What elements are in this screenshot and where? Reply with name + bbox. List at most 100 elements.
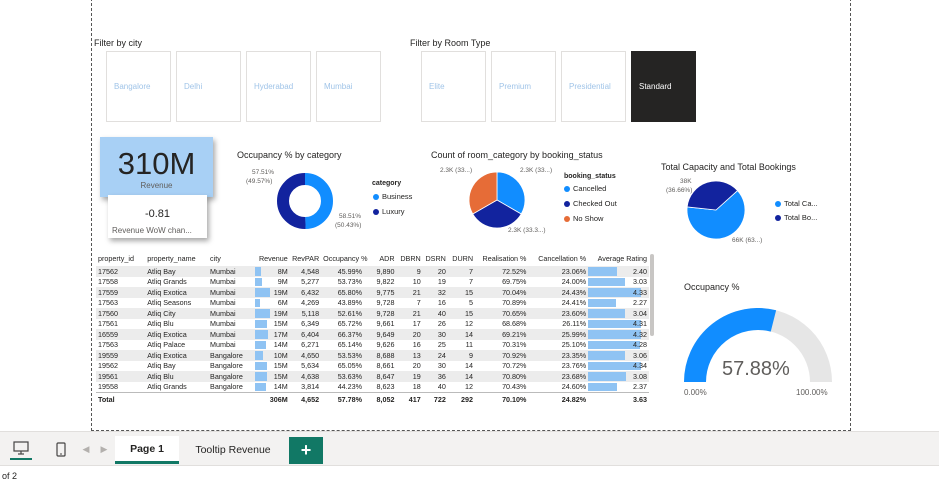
add-page-button[interactable]: + <box>289 437 323 464</box>
table-row[interactable]: 17558 Atliq Grands Mumbai 9M 5,277 53.73% 9,82… <box>96 277 649 288</box>
tab-page-1[interactable]: Page 1 <box>115 436 179 464</box>
table-row[interactable]: 17561 Atliq Blu Mumbai 15M 6,349 65.72% 9,661 1… <box>96 319 649 330</box>
no-show-data-label: 2.3K (33...) <box>440 167 473 174</box>
column-header[interactable]: city <box>210 254 221 263</box>
pie-slice-checked-out[interactable] <box>472 199 522 229</box>
table-cell: 14 <box>447 329 476 340</box>
pie-slice-total-capacity[interactable] <box>686 190 746 240</box>
column-header[interactable]: Realisation % <box>482 254 527 263</box>
table-cell: 15M <box>255 361 290 372</box>
table-row[interactable]: 16559 Atliq Exotica Mumbai 17M 6,404 66.37% 9,… <box>96 329 649 340</box>
legend-item-luxury[interactable]: Luxury <box>373 207 405 216</box>
gauge-value: 57.88% <box>722 358 790 380</box>
table-cell: 19561 <box>96 371 146 382</box>
column-header[interactable]: DURN <box>452 254 474 263</box>
bookings-share-label: (36.66%) <box>666 187 693 194</box>
revenue-wow-label: Revenue WoW chan... <box>112 226 192 235</box>
city-slicer-option-bangalore[interactable]: Bangalore <box>106 51 171 122</box>
table-cell: Mumbai <box>210 319 236 329</box>
table-cell: 15M <box>255 371 290 382</box>
revenue-data-bar <box>255 319 267 328</box>
capacity-bookings-title: Total Capacity and Total Bookings <box>661 162 796 172</box>
occupancy-gauge[interactable] <box>683 308 833 388</box>
table-cell: 70.72% <box>502 361 527 371</box>
room-type-slicer-option-elite[interactable]: Elite <box>421 51 486 122</box>
column-header[interactable]: RevPAR <box>292 254 320 263</box>
column-header[interactable]: property_name <box>147 254 196 263</box>
table-row[interactable]: 17559 Atliq Exotica Mumbai 19M 6,432 65.80% 9,… <box>96 287 649 298</box>
table-cell: 65.72% <box>337 319 363 329</box>
column-header[interactable]: DSRN <box>425 254 446 263</box>
legend-item-total-bookings[interactable]: Total Bo... <box>775 213 817 222</box>
table-cell: 53.63% <box>321 371 365 382</box>
no-show-dot-icon <box>564 215 570 222</box>
rating-data-bar <box>588 298 616 307</box>
table-cell: 9,822 <box>376 277 395 287</box>
table-cell: 8,647 <box>364 371 397 382</box>
revenue-wow-card[interactable]: -0.81 Revenue WoW chan... <box>108 195 207 238</box>
previous-page-icon[interactable]: ◀ <box>82 443 90 454</box>
table-cell: 68.68% <box>502 319 527 329</box>
room-type-slicer-option-standard[interactable]: Standard <box>631 51 696 122</box>
table-cell: 3.06 <box>588 350 649 361</box>
table-cell: 69.75% <box>502 277 527 287</box>
legend-item-checked-out[interactable]: Checked Out <box>564 199 617 208</box>
table-cell: 24.00% <box>561 277 587 287</box>
table-row[interactable]: 19561 Atliq Blu Bangalore 15M 4,638 53.63% 8,6… <box>96 371 649 382</box>
city-slicer-title: Filter by city <box>94 38 143 48</box>
table-cell: 15M <box>255 319 290 330</box>
total-cell: 4,652 <box>289 391 322 406</box>
column-header[interactable]: DBRN <box>400 254 421 263</box>
pie-slice-total-bookings[interactable] <box>686 180 739 211</box>
room-type-slicer-option-premium[interactable]: Premium <box>491 51 556 122</box>
next-page-icon[interactable]: ▶ <box>100 443 108 454</box>
table-cell: 10M <box>255 350 290 361</box>
mobile-view-icon[interactable] <box>51 438 71 460</box>
column-header[interactable]: property_id <box>98 254 134 263</box>
occupancy-category-donut[interactable] <box>270 166 340 236</box>
rating-data-bar <box>588 372 626 381</box>
pie-slice-no-show[interactable] <box>468 171 498 215</box>
table-row[interactable]: 17563 Atliq Seasons Mumbai 6M 4,269 43.89% 9,7… <box>96 298 649 309</box>
table-row[interactable]: 19559 Atliq Exotica Bangalore 10M 4,650 53.53… <box>96 350 649 361</box>
table-cell: 20 <box>396 329 423 340</box>
legend-item-cancelled[interactable]: Cancelled <box>564 184 606 193</box>
tab-tooltip-revenue[interactable]: Tooltip Revenue <box>195 444 271 456</box>
room-type-slicer-option-presidential[interactable]: Presidential <box>561 51 626 122</box>
table-row[interactable]: 19558 Atliq Grands Bangalore 14M 3,814 44.23%… <box>96 382 649 393</box>
city-slicer-option-delhi[interactable]: Delhi <box>176 51 241 122</box>
table-cell: Atliq Bay <box>145 266 209 277</box>
table-scrollbar[interactable] <box>650 254 654 336</box>
legend-item-total-capacity[interactable]: Total Ca... <box>775 199 818 208</box>
legend-item-no-show[interactable]: No Show <box>564 214 603 223</box>
column-header[interactable]: Average Rating <box>597 254 647 263</box>
column-header[interactable]: ADR <box>379 254 395 263</box>
table-row[interactable]: 17562 Atliq Bay Mumbai 8M 4,548 45.99% 9,890 9 2… <box>96 266 649 277</box>
column-header[interactable]: Revenue <box>258 254 288 263</box>
table-cell: 30 <box>437 361 446 371</box>
booking-status-pie[interactable] <box>467 170 527 230</box>
city-slicer-option-hyderabad[interactable]: Hyderabad <box>246 51 311 122</box>
table-cell: 17562 <box>96 266 146 277</box>
total-cell: 3.63 <box>588 391 649 406</box>
column-header[interactable]: Occupancy % <box>323 254 368 263</box>
pie-slice-cancelled[interactable] <box>496 171 526 215</box>
table-cell: 19559 <box>96 350 146 361</box>
column-header[interactable]: Cancellation % <box>538 254 587 263</box>
table-cell: 23.35% <box>528 350 589 361</box>
table-cell: 65.80% <box>321 287 365 298</box>
desktop-view-icon[interactable] <box>10 438 32 460</box>
property-metrics-table[interactable]: property_id property_name city Revenue RevPA… <box>96 251 649 426</box>
table-cell: 45.99% <box>321 266 365 277</box>
table-cell: 9,890 <box>364 266 397 277</box>
revenue-card[interactable]: 310M Revenue <box>100 137 213 197</box>
city-slicer-option-mumbai[interactable]: Mumbai <box>316 51 381 122</box>
table-row[interactable]: 17560 Atliq City Mumbai 19M 5,118 52.61% 9,728… <box>96 308 649 319</box>
legend-item-business[interactable]: Business <box>373 192 412 201</box>
table-cell: Bangalore <box>210 382 243 391</box>
status-bar <box>0 465 939 487</box>
table-row[interactable]: 19562 Atliq Bay Bangalore 15M 5,634 65.05% 8,6… <box>96 361 649 372</box>
table-row[interactable]: 17563 Atliq Palace Mumbai 14M 6,271 65.14% 9,6… <box>96 340 649 351</box>
capacity-bookings-pie[interactable] <box>686 180 746 240</box>
checked-out-dot-icon <box>564 200 570 207</box>
